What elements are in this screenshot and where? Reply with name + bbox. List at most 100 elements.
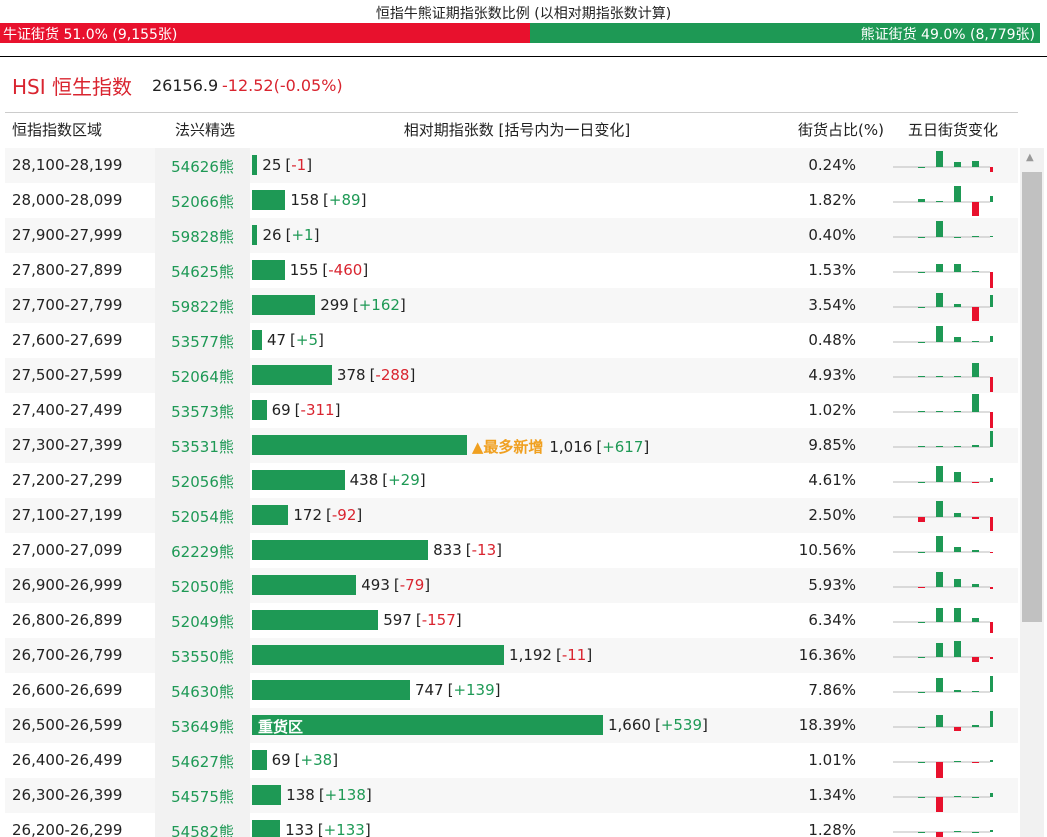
five-day-chart xyxy=(893,676,993,693)
five-day-chart xyxy=(893,608,993,633)
range: 27,700-27,799 xyxy=(12,296,123,314)
pick-link[interactable]: 59822熊 xyxy=(171,298,234,316)
pick-bg xyxy=(155,148,250,183)
pick-link[interactable]: 54630熊 xyxy=(171,683,234,701)
five-day-bar xyxy=(972,725,979,727)
five-day-bar xyxy=(918,797,925,798)
pick-bg xyxy=(155,288,250,323)
five-day-bar xyxy=(972,363,979,377)
bracket: ] xyxy=(586,646,593,664)
five-day-bar xyxy=(972,271,979,272)
five-day-bar xyxy=(918,832,925,833)
share: 2.50% xyxy=(808,506,856,524)
five-day-bar xyxy=(954,162,961,167)
pick-link[interactable]: 54626熊 xyxy=(171,158,234,176)
range: 26,500-26,599 xyxy=(12,716,123,734)
index-price: 26156.9 xyxy=(152,76,219,95)
range: 28,000-28,099 xyxy=(12,191,123,209)
bracket: ] xyxy=(318,331,324,349)
share: 3.54% xyxy=(808,296,856,314)
change: +38 xyxy=(300,751,333,769)
change: +29 xyxy=(388,471,420,489)
pick-link[interactable]: 54625熊 xyxy=(171,263,234,281)
five-day-bar xyxy=(954,376,961,377)
five-day-bar xyxy=(954,579,961,587)
five-day-chart xyxy=(893,501,993,531)
five-day-bar xyxy=(936,572,943,587)
table-row: 27,500-27,599 52064熊 378 [-288] 4.93% xyxy=(5,358,1018,394)
bracket: [ xyxy=(465,541,472,559)
pick-link[interactable]: 52066熊 xyxy=(171,193,234,211)
change: -13 xyxy=(471,541,497,559)
pick-bg xyxy=(155,323,250,358)
pick-link[interactable]: 62229熊 xyxy=(171,543,234,561)
change: -92 xyxy=(331,506,357,524)
five-day-bar xyxy=(972,236,979,237)
scroll-up[interactable]: ▲ xyxy=(1026,152,1034,163)
pick-link[interactable]: 54582熊 xyxy=(171,823,234,837)
change: +162 xyxy=(358,296,400,314)
pick-link[interactable]: 54627熊 xyxy=(171,753,234,771)
range: 26,800-26,899 xyxy=(12,611,123,629)
share: 5.93% xyxy=(808,576,856,594)
divider xyxy=(0,56,1047,57)
pick-bg xyxy=(155,813,250,837)
share: 7.86% xyxy=(808,681,856,699)
pick-link[interactable]: 52064熊 xyxy=(171,368,234,386)
five-day-bar xyxy=(990,711,993,727)
count-bar xyxy=(252,190,286,210)
count-bar: 重货区 xyxy=(252,715,603,736)
scrollbar-thumb[interactable] xyxy=(1022,172,1042,622)
index-change: -12.52(-0.05%) xyxy=(222,76,343,95)
five-day-bar xyxy=(990,272,993,288)
five-day-bar xyxy=(972,445,979,447)
five-day-bar xyxy=(972,517,979,519)
pick-link[interactable]: 53531熊 xyxy=(171,438,234,456)
five-day-bar xyxy=(954,472,961,482)
bracket: [ xyxy=(317,821,324,837)
count-cell: 299 [+162] xyxy=(320,296,406,314)
count-bar xyxy=(252,680,410,700)
pick-link[interactable]: 53649熊 xyxy=(171,718,234,736)
pick-link[interactable]: 53577熊 xyxy=(171,333,234,351)
column-header: 五日街货变化 xyxy=(907,121,998,139)
title: 恒指牛熊证期指张数比例 (以相对期指张数计算) xyxy=(375,6,672,22)
change: +539 xyxy=(660,716,703,734)
range: 26,600-26,699 xyxy=(12,681,123,699)
pick-bg xyxy=(155,603,250,638)
bracket: ] xyxy=(409,366,416,384)
five-day-bar xyxy=(990,377,993,392)
pick-link[interactable]: 53550熊 xyxy=(171,648,234,666)
pick-link[interactable]: 54575熊 xyxy=(171,788,234,806)
bracket: [ xyxy=(323,191,329,209)
five-day-bar xyxy=(972,341,979,342)
column-header: 相对期指张数 [括号内为一日变化] xyxy=(403,121,631,139)
pick-link[interactable]: 52054熊 xyxy=(171,508,234,526)
five-day-chart xyxy=(893,293,993,321)
share: 1.01% xyxy=(808,751,856,769)
pick-link[interactable]: 52050熊 xyxy=(171,578,234,596)
table-row: 28,100-28,199 54626熊 25 [-1] 0.24% xyxy=(5,148,1018,184)
five-day-chart xyxy=(893,830,993,837)
five-day-bar xyxy=(972,762,979,763)
five-day-bar xyxy=(918,517,925,522)
five-day-bar xyxy=(918,199,925,202)
count-bar xyxy=(252,470,345,490)
five-day-bar xyxy=(954,831,961,832)
five-day-chart xyxy=(893,363,993,392)
count: 1,016 xyxy=(549,438,593,456)
pick-link[interactable]: 59828熊 xyxy=(171,228,234,246)
range: 26,300-26,399 xyxy=(12,786,123,804)
five-day-bar xyxy=(954,690,961,692)
five-day-bar xyxy=(936,293,943,307)
five-day-bar xyxy=(972,691,979,692)
pick-link[interactable]: 53573熊 xyxy=(171,403,234,421)
five-day-bar xyxy=(918,587,925,588)
pick-link[interactable]: 52056熊 xyxy=(171,473,234,491)
pick-link[interactable]: 52049熊 xyxy=(171,613,234,631)
share: 1.53% xyxy=(808,261,856,279)
pick-bg xyxy=(155,743,250,778)
five-day-bar xyxy=(954,337,961,342)
bracket: [ xyxy=(285,226,292,244)
count: 133 xyxy=(285,821,314,837)
